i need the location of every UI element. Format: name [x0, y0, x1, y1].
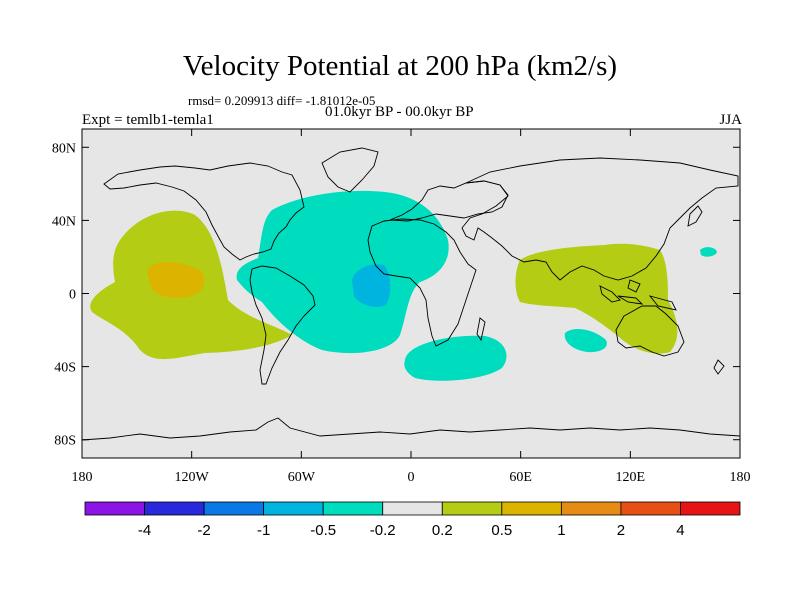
anomaly-region	[515, 243, 678, 354]
colorbar-label: 2	[617, 522, 625, 539]
colorbar-label: -4	[138, 522, 151, 539]
colorbar-label: -0.5	[310, 522, 336, 539]
colorbar-label: 0.2	[432, 522, 453, 539]
colorbar-swatch	[441, 501, 503, 516]
season-label: JJA	[719, 112, 742, 128]
plot-title: Velocity Potential at 200 hPa (km2/s)	[182, 50, 618, 82]
colorbar-swatch	[322, 501, 384, 516]
lat-tick-label: 0	[69, 288, 76, 303]
lon-tick-label: 180	[730, 470, 751, 485]
coastline-asia	[461, 157, 739, 281]
latitude-axis: 80N 40N 0 40S 80S	[52, 141, 740, 449]
anomaly-region	[236, 190, 449, 354]
coastline-madagascar	[476, 317, 486, 342]
colorbar-label: 1	[557, 522, 565, 539]
anomaly-layer	[90, 190, 717, 381]
colorbar-swatch	[560, 501, 622, 516]
anomaly-region	[564, 329, 607, 353]
colorbar-swatch	[263, 501, 324, 516]
colorbar-swatch	[203, 501, 265, 516]
coastline-maritime-continent	[599, 279, 677, 311]
lat-tick-label: 40N	[52, 214, 76, 229]
anomaly-region	[352, 264, 391, 307]
colorbar-label: 4	[676, 522, 684, 539]
anomaly-region	[147, 262, 205, 298]
colorbar-label: -0.2	[370, 522, 396, 539]
coastline-japan	[687, 205, 703, 227]
colorbar-swatch	[382, 501, 443, 516]
colorbar-swatch	[620, 501, 681, 516]
coastline-greenland	[321, 147, 379, 193]
longitude-axis: 180 120W 60W 0 60E 120E 180	[72, 129, 751, 485]
coastline-south-america	[249, 265, 316, 385]
period-label: 01.0kyr BP - 00.0kyr BP	[325, 104, 474, 120]
colorbar-swatch	[680, 501, 741, 516]
colorbar-label: -1	[257, 522, 270, 539]
colorbar-swatch	[144, 501, 205, 516]
coastlines	[81, 147, 741, 441]
colorbar-swatch	[84, 501, 145, 516]
coastline-australia	[615, 305, 685, 357]
coastline-north-america	[103, 162, 305, 261]
lon-tick-label: 180	[72, 470, 93, 485]
lat-tick-label: 80S	[54, 434, 76, 449]
experiment-label: Expt = temlb1-temla1	[82, 112, 214, 128]
colorbar-label: -2	[197, 522, 210, 539]
lon-tick-label: 120W	[175, 470, 210, 485]
lat-tick-label: 40S	[54, 361, 76, 376]
colorbar: -4 -2 -1 -0.5 -0.2 0.2 0.5 1 2 4	[84, 501, 741, 539]
coastline-new-zealand	[713, 359, 725, 375]
colorbar-swatch	[501, 501, 562, 516]
lat-tick-label: 80N	[52, 141, 76, 156]
coastline-antarctica	[81, 417, 741, 441]
lon-tick-label: 60E	[509, 470, 532, 485]
lon-tick-label: 0	[408, 470, 415, 485]
lon-tick-label: 120E	[616, 470, 646, 485]
coastline-africa	[367, 218, 477, 347]
anomaly-region	[404, 335, 507, 381]
stats-line: rmsd= 0.209913 diff= -1.81012e-05	[188, 93, 376, 108]
anomaly-region	[700, 247, 717, 257]
lon-tick-label: 60W	[288, 470, 316, 485]
colorbar-label: 0.5	[491, 522, 512, 539]
